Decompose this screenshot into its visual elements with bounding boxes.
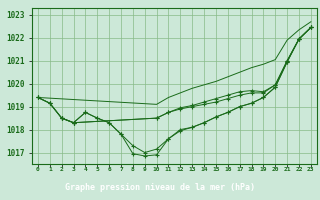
Text: Graphe pression niveau de la mer (hPa): Graphe pression niveau de la mer (hPa) <box>65 183 255 192</box>
